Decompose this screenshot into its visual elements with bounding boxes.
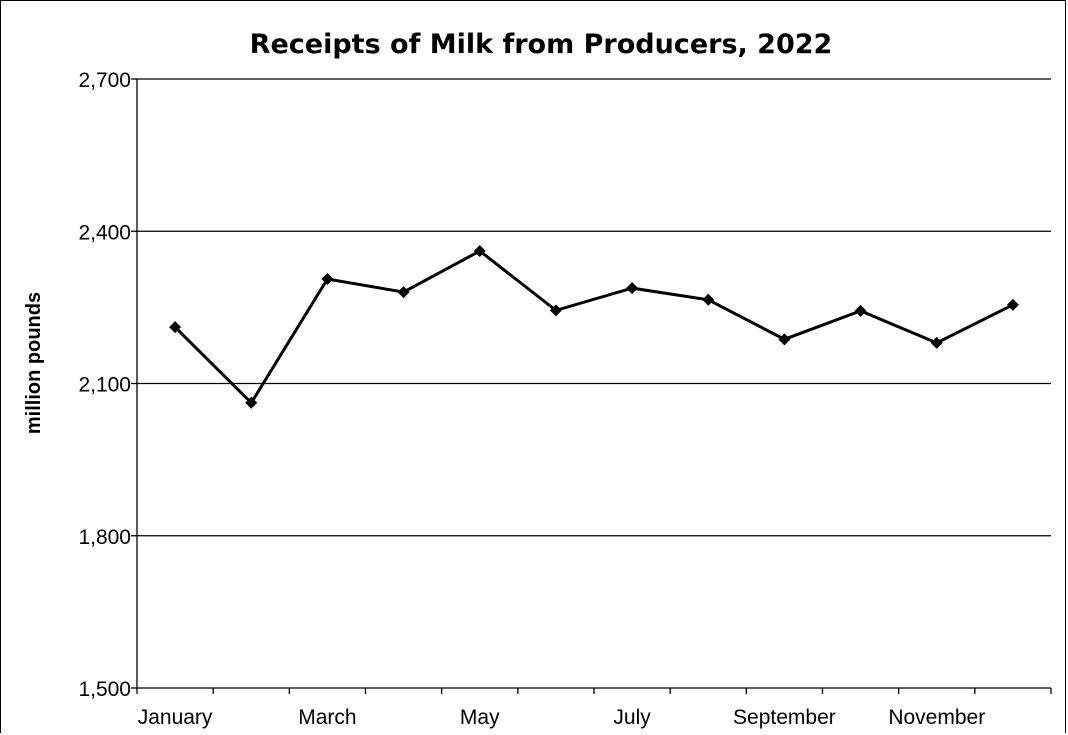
data-point-marker [1006,298,1019,311]
y-tick-label: 1,800 [78,526,131,549]
x-tick-label: September [733,706,836,729]
data-point-marker [626,282,639,295]
x-tick-labels: January March May July September November [138,706,985,729]
y-axis-label: million pounds [23,292,45,434]
chart-title: Receipts of Milk from Producers, 2022 [250,29,833,60]
data-point-marker [473,245,486,258]
data-point-marker [245,396,258,409]
x-tick-label: January [138,706,213,729]
data-point-marker [397,286,410,299]
y-tick-labels: 1,500 1,800 2,100 2,400 2,700 [78,69,131,701]
data-point-marker [702,293,715,306]
x-tick-label: July [613,706,651,729]
y-tick-label: 1,500 [78,678,131,701]
x-tick-label: March [298,706,356,729]
data-point-marker [321,272,334,285]
data-point-marker [854,304,867,317]
data-point-marker [930,336,943,349]
x-tick-label: May [460,706,500,729]
y-tick-label: 2,100 [78,374,131,397]
data-point-marker [778,333,791,346]
x-tick-label: November [888,706,985,729]
data-point-marker [169,321,182,334]
series-layer [169,245,1019,409]
axes [131,78,1052,694]
data-point-marker [549,304,562,317]
y-tick-label: 2,400 [78,221,131,244]
y-tick-label: 2,700 [78,69,131,92]
series-line [174,249,1014,406]
gridlines [137,78,1051,537]
